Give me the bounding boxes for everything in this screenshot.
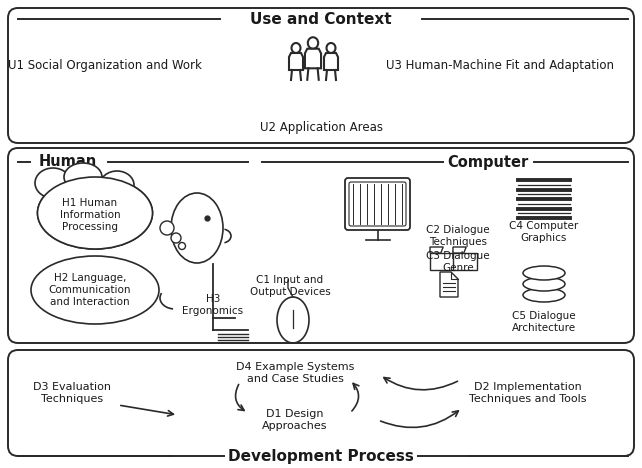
Text: D4 Example Systems
and Case Studies: D4 Example Systems and Case Studies bbox=[236, 362, 354, 384]
Text: D3 Evaluation
Techniques: D3 Evaluation Techniques bbox=[33, 382, 111, 404]
Polygon shape bbox=[430, 247, 443, 253]
Ellipse shape bbox=[37, 177, 153, 249]
Polygon shape bbox=[453, 247, 466, 253]
Ellipse shape bbox=[523, 288, 565, 302]
Ellipse shape bbox=[171, 233, 181, 243]
Ellipse shape bbox=[100, 171, 134, 199]
Polygon shape bbox=[305, 49, 321, 68]
Ellipse shape bbox=[37, 177, 153, 249]
Text: Human: Human bbox=[39, 154, 97, 169]
FancyBboxPatch shape bbox=[430, 253, 454, 270]
Ellipse shape bbox=[35, 168, 71, 198]
Polygon shape bbox=[440, 272, 458, 297]
Text: U2 Application Areas: U2 Application Areas bbox=[259, 122, 383, 134]
Text: C2 Dialogue
Techniques: C2 Dialogue Techniques bbox=[426, 225, 490, 247]
Text: Development Process: Development Process bbox=[228, 448, 414, 463]
Ellipse shape bbox=[308, 37, 318, 49]
Text: C5 Dialogue
Architecture: C5 Dialogue Architecture bbox=[512, 311, 576, 333]
Text: H2 Language,
Communication
and Interaction: H2 Language, Communication and Interacti… bbox=[49, 273, 131, 307]
Ellipse shape bbox=[160, 221, 174, 235]
Polygon shape bbox=[324, 53, 338, 70]
Text: D2 Implementation
Techniques and Tools: D2 Implementation Techniques and Tools bbox=[469, 382, 587, 404]
Text: C3 Dialogue
Genre: C3 Dialogue Genre bbox=[426, 251, 490, 273]
Polygon shape bbox=[289, 53, 303, 70]
Text: C1 Input and
Output Devices: C1 Input and Output Devices bbox=[250, 275, 331, 297]
Ellipse shape bbox=[171, 193, 223, 263]
Text: D1 Design
Approaches: D1 Design Approaches bbox=[262, 409, 328, 431]
Text: Computer: Computer bbox=[447, 154, 528, 169]
Text: H1 Human
Information
Processing: H1 Human Information Processing bbox=[60, 198, 120, 232]
FancyBboxPatch shape bbox=[453, 253, 477, 270]
Text: Use and Context: Use and Context bbox=[250, 12, 392, 27]
Ellipse shape bbox=[327, 43, 336, 53]
Ellipse shape bbox=[523, 277, 565, 291]
Ellipse shape bbox=[178, 242, 186, 249]
Text: H3
Ergonomics: H3 Ergonomics bbox=[182, 294, 243, 316]
Text: U1 Social Organization and Work: U1 Social Organization and Work bbox=[8, 58, 202, 72]
Text: U3 Human-Machine Fit and Adaptation: U3 Human-Machine Fit and Adaptation bbox=[386, 58, 614, 72]
Ellipse shape bbox=[64, 163, 102, 191]
Text: C4 Computer
Graphics: C4 Computer Graphics bbox=[509, 221, 578, 243]
Ellipse shape bbox=[291, 43, 300, 53]
Ellipse shape bbox=[523, 266, 565, 280]
